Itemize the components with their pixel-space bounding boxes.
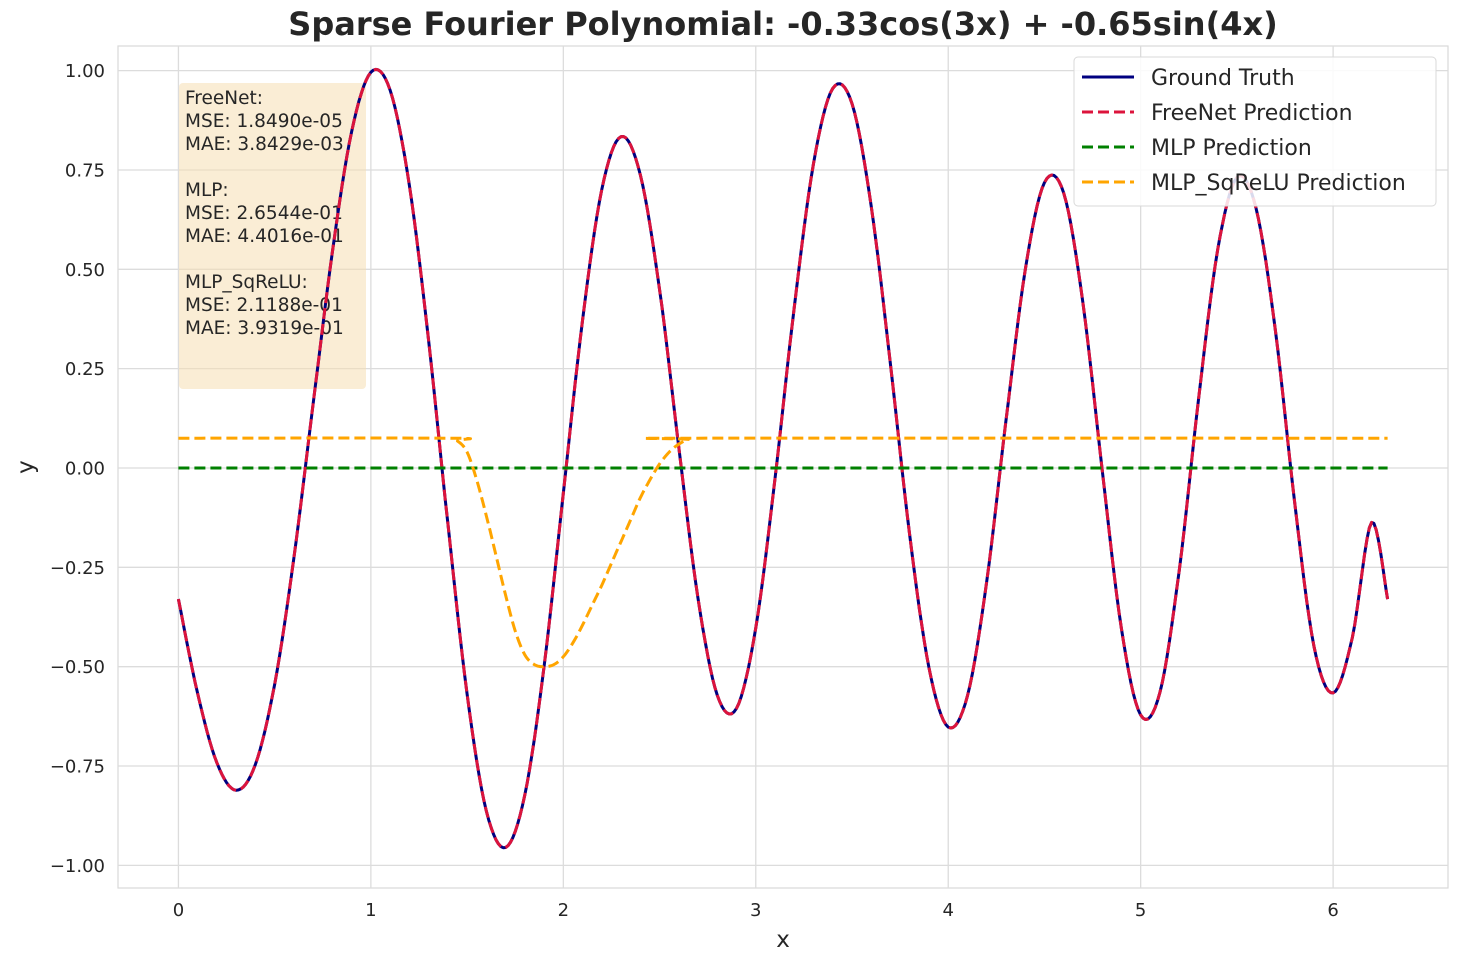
chart-title: Sparse Fourier Polynomial: -0.33cos(3x) …	[288, 5, 1277, 43]
stats-line: MLP_SqReLU:	[185, 272, 308, 293]
x-tick-label: 1	[365, 900, 376, 921]
legend-label: MLP_SqReLU Prediction	[1151, 171, 1406, 196]
tick-labels: 0 1 2 3 4 5 6 1.00 0.75 0.50 0.25 0.00 −0.25 −0.50 −0.…	[50, 61, 1339, 921]
legend-box	[1073, 56, 1437, 207]
x-axis-label: x	[776, 927, 790, 953]
y-tick-label: −0.25	[50, 558, 105, 579]
stats-line: MLP:	[185, 180, 229, 201]
y-tick-label: −0.75	[50, 757, 105, 778]
y-tick-label: 0.25	[65, 359, 105, 380]
legend-label: Ground Truth	[1151, 66, 1295, 91]
x-tick-label: 5	[1135, 900, 1146, 921]
stats-line: MSE: 2.6544e-01	[185, 203, 343, 224]
stats-line: MSE: 1.8490e-05	[185, 111, 343, 132]
stats-line: MAE: 4.4016e-01	[185, 226, 344, 247]
legend: Ground Truth FreeNet Prediction MLP Predic…	[1073, 56, 1437, 207]
y-tick-label: −1.00	[50, 856, 105, 877]
y-tick-label: 0.00	[65, 458, 105, 479]
y-tick-label: 0.50	[65, 260, 105, 281]
x-tick-label: 4	[942, 900, 953, 921]
legend-label: MLP Prediction	[1151, 136, 1312, 161]
y-axis-label: y	[13, 460, 39, 474]
stats-line: MAE: 3.8429e-03	[185, 134, 344, 155]
series-line-freenet-prediction	[176, 67, 1390, 850]
stats-box-background	[179, 83, 366, 389]
stats-line: MSE: 2.1188e-01	[185, 295, 343, 316]
stats-line: FreeNet:	[185, 88, 263, 109]
stats-line: MAE: 3.9319e-01	[185, 318, 344, 339]
series	[176, 67, 1390, 850]
y-tick-label: −0.50	[50, 657, 105, 678]
y-tick-label: 0.75	[65, 160, 105, 181]
series-line-mlp-sqrelu-prediction	[178, 436, 1388, 669]
x-tick-label: 3	[750, 900, 761, 921]
y-tick-label: 1.00	[65, 61, 105, 82]
x-tick-label: 6	[1327, 900, 1338, 921]
x-tick-label: 0	[173, 900, 184, 921]
legend-label: FreeNet Prediction	[1151, 101, 1353, 126]
x-tick-label: 2	[558, 900, 569, 921]
